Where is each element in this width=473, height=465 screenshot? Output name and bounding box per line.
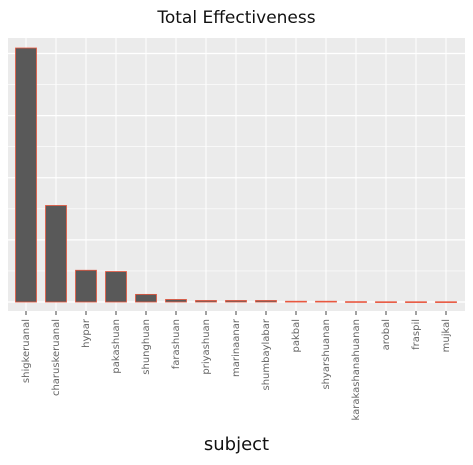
bar [195,300,217,303]
x-tick-label: shunghuan [141,319,152,375]
x-tick-label: marinaanar [231,318,242,377]
x-tick-label: mujkal [441,319,452,352]
bar [45,205,67,303]
bar [225,300,247,303]
x-tick-label: priyashuan [201,319,212,375]
bar [315,300,337,303]
x-tick-label: hypar [81,318,92,348]
bar [435,301,457,303]
bar [255,300,277,303]
x-tick-label: farashuan [171,319,182,369]
x-tick-label: charuskeruanal [51,319,62,396]
x-axis-label: subject [203,434,270,455]
x-tick-label: pakbal [291,319,302,353]
x-tick-label: karakashanahuanan [351,319,362,420]
x-tick-label: pakashuan [111,319,122,374]
bar [75,269,97,303]
x-tick-label: shumbaylabar [261,318,272,390]
bar [285,300,307,303]
bar [345,301,367,303]
bar [375,301,397,303]
chart-title: Total Effectiveness [157,8,316,28]
bar [105,271,127,303]
x-tick-label: arobal [381,319,392,350]
x-tick-label: fraspil [411,319,422,350]
bar [135,293,157,303]
x-tick-label: shigkeruanal [21,319,32,383]
bar [405,301,427,303]
x-axis-ticks [25,311,447,315]
bar [15,47,37,303]
bars [15,47,457,303]
x-tick-label: shyarshuanan [321,319,332,390]
bar [165,299,187,303]
x-tick-labels: shigkeruanal charuskeruanal hypar pakashuan… [21,318,452,420]
